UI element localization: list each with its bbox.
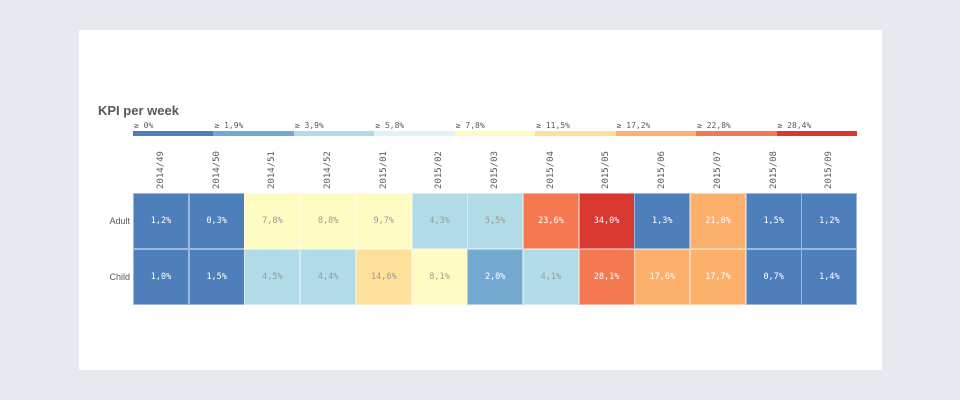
legend-swatch bbox=[293, 131, 375, 136]
legend-item: ≥ 28,4% bbox=[776, 121, 857, 141]
color-legend: ≥ 0% ≥ 1,9% ≥ 3,9% ≥ 5,8% ≥ 7,8% ≥ 11,5% ≥ 17,… bbox=[133, 121, 857, 141]
column-label: 2015/01 bbox=[356, 150, 412, 190]
heatmap-cell[interactable]: 2,0% bbox=[467, 249, 524, 305]
legend-item: ≥ 22,8% bbox=[696, 121, 777, 141]
column-label-text: 2015/01 bbox=[378, 151, 389, 189]
column-label: 2014/49 bbox=[133, 150, 189, 190]
legend-label: ≥ 3,9% bbox=[294, 121, 324, 130]
heatmap-cell[interactable]: 14,6% bbox=[355, 249, 412, 305]
column-label-text: 2015/03 bbox=[490, 151, 501, 189]
heatmap-cell[interactable]: 1,5% bbox=[745, 193, 802, 249]
column-label-text: 2014/51 bbox=[267, 151, 278, 189]
column-label: 2014/52 bbox=[300, 150, 356, 190]
legend-label: ≥ 1,9% bbox=[214, 121, 244, 130]
heatmap-cell[interactable]: 5,5% bbox=[467, 193, 524, 249]
legend-item: ≥ 5,8% bbox=[374, 121, 455, 141]
heatmap-cell[interactable]: 4,5% bbox=[244, 249, 301, 305]
heatmap-cell[interactable]: 8,8% bbox=[300, 193, 357, 249]
legend-swatch bbox=[213, 131, 294, 136]
column-label-text: 2014/49 bbox=[155, 151, 166, 189]
heatmap-cell[interactable]: 17,7% bbox=[690, 249, 746, 305]
column-label-text: 2014/50 bbox=[211, 151, 222, 189]
heatmap-cell[interactable]: 7,8% bbox=[244, 193, 301, 249]
column-label-text: 2015/06 bbox=[657, 151, 668, 189]
legend-swatch bbox=[454, 131, 536, 136]
heatmap-cell[interactable]: 1,3% bbox=[634, 193, 691, 249]
legend-label: ≥ 0% bbox=[134, 121, 154, 130]
heatmap-cell[interactable]: 1,5% bbox=[188, 249, 245, 305]
legend-swatch bbox=[776, 131, 857, 136]
column-label-text: 2015/09 bbox=[824, 151, 835, 189]
chart-title: KPI per week bbox=[98, 103, 179, 118]
column-label: 2015/08 bbox=[746, 150, 802, 190]
column-label: 2014/50 bbox=[189, 150, 245, 190]
legend-swatch bbox=[133, 131, 214, 136]
heatmap-cell[interactable]: 21,8% bbox=[690, 193, 746, 249]
column-label: 2015/06 bbox=[634, 150, 690, 190]
column-label-text: 2015/07 bbox=[712, 151, 723, 189]
column-label-text: 2015/04 bbox=[545, 151, 556, 189]
heatmap-cell[interactable]: 0,3% bbox=[188, 193, 245, 249]
legend-label: ≥ 11,5% bbox=[536, 121, 570, 130]
legend-item: ≥ 17,2% bbox=[615, 121, 697, 141]
legend-swatch bbox=[696, 131, 777, 136]
legend-label: ≥ 17,2% bbox=[616, 121, 651, 130]
heatmap-cell[interactable]: 4,1% bbox=[522, 249, 579, 305]
row-label: Child bbox=[109, 272, 130, 282]
legend-item: ≥ 3,9% bbox=[293, 121, 375, 141]
column-label: 2015/02 bbox=[412, 150, 468, 190]
heatmap-cell[interactable]: 17,6% bbox=[634, 249, 691, 305]
legend-swatch bbox=[374, 131, 455, 136]
row-label: Adult bbox=[109, 216, 130, 226]
legend-swatch bbox=[535, 131, 616, 136]
heatmap-cell[interactable]: 9,7% bbox=[355, 193, 412, 249]
heatmap-cell[interactable]: 34,0% bbox=[578, 193, 635, 249]
column-label-text: 2014/52 bbox=[322, 151, 333, 189]
legend-label: ≥ 5,8% bbox=[375, 121, 405, 130]
column-label: 2015/03 bbox=[467, 150, 523, 190]
legend-label: ≥ 7,8% bbox=[455, 121, 485, 130]
heatmap-cell[interactable]: 1,0% bbox=[133, 249, 189, 305]
column-label: 2015/07 bbox=[690, 150, 746, 190]
legend-item: ≥ 0% bbox=[133, 121, 214, 141]
legend-item: ≥ 1,9% bbox=[213, 121, 294, 141]
legend-label: ≥ 22,8% bbox=[697, 121, 731, 130]
column-label-text: 2015/08 bbox=[768, 151, 779, 189]
heatmap-cell[interactable]: 28,1% bbox=[578, 249, 635, 305]
column-label: 2014/51 bbox=[244, 150, 300, 190]
legend-item: ≥ 7,8% bbox=[454, 121, 536, 141]
heatmap-cell[interactable]: 1,2% bbox=[801, 193, 858, 249]
heatmap-cell[interactable]: 4,3% bbox=[411, 193, 468, 249]
column-label-text: 2015/05 bbox=[601, 151, 612, 189]
heatmap-cell[interactable]: 4,4% bbox=[300, 249, 357, 305]
column-label: 2015/05 bbox=[579, 150, 635, 190]
legend-item: ≥ 11,5% bbox=[535, 121, 616, 141]
heatmap-cell[interactable]: 23,6% bbox=[522, 193, 579, 249]
heatmap-cell[interactable]: 1,2% bbox=[133, 193, 189, 249]
heatmap-cell[interactable]: 0,7% bbox=[745, 249, 802, 305]
column-label-text: 2015/02 bbox=[434, 151, 445, 189]
legend-swatch bbox=[615, 131, 697, 136]
heatmap-cell[interactable]: 8,1% bbox=[411, 249, 468, 305]
legend-label: ≥ 28,4% bbox=[777, 121, 812, 130]
heatmap-cell[interactable]: 1,4% bbox=[801, 249, 858, 305]
column-label: 2015/04 bbox=[523, 150, 579, 190]
column-label: 2015/09 bbox=[801, 150, 857, 190]
